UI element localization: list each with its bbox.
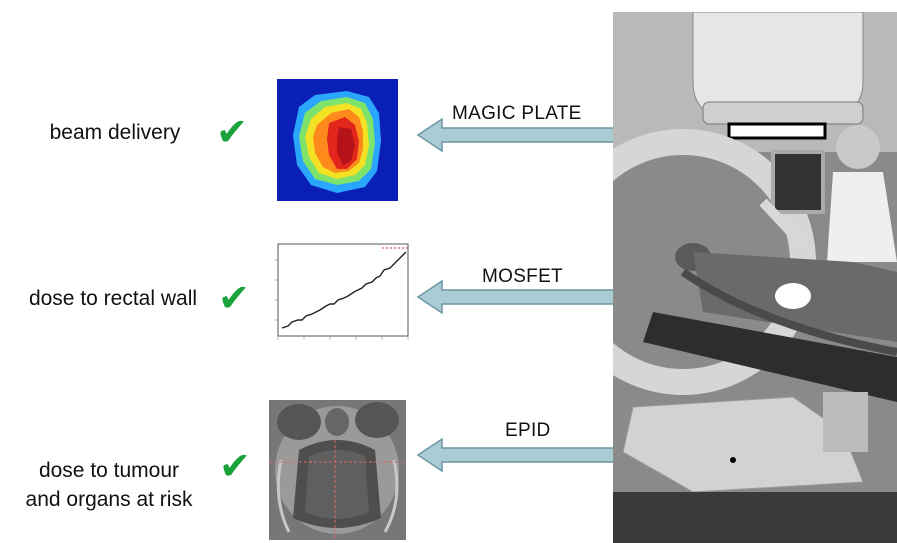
check-icon: ✔ xyxy=(216,110,248,154)
label-dose-to-tumour-organs: dose to tumour and organs at risk xyxy=(4,456,214,514)
radiotherapy-room-photo xyxy=(613,12,897,543)
beam-delivery-heatmap-image xyxy=(277,79,398,201)
rectal-wall-dose-plot-image xyxy=(268,240,413,348)
device-label-mosfet: MOSFET xyxy=(482,266,563,287)
label-line-2: and organs at risk xyxy=(25,488,193,511)
check-icon: ✔ xyxy=(219,444,251,488)
device-label-epid: EPID xyxy=(505,420,551,441)
label-dose-to-rectal-wall: dose to rectal wall xyxy=(28,287,198,310)
device-label-magic-plate: MAGIC PLATE xyxy=(452,103,582,124)
label-beam-delivery: beam delivery xyxy=(49,121,181,144)
check-icon: ✔ xyxy=(218,276,250,320)
label-line-1: dose to tumour xyxy=(38,459,180,482)
epid-portal-image xyxy=(269,400,406,540)
